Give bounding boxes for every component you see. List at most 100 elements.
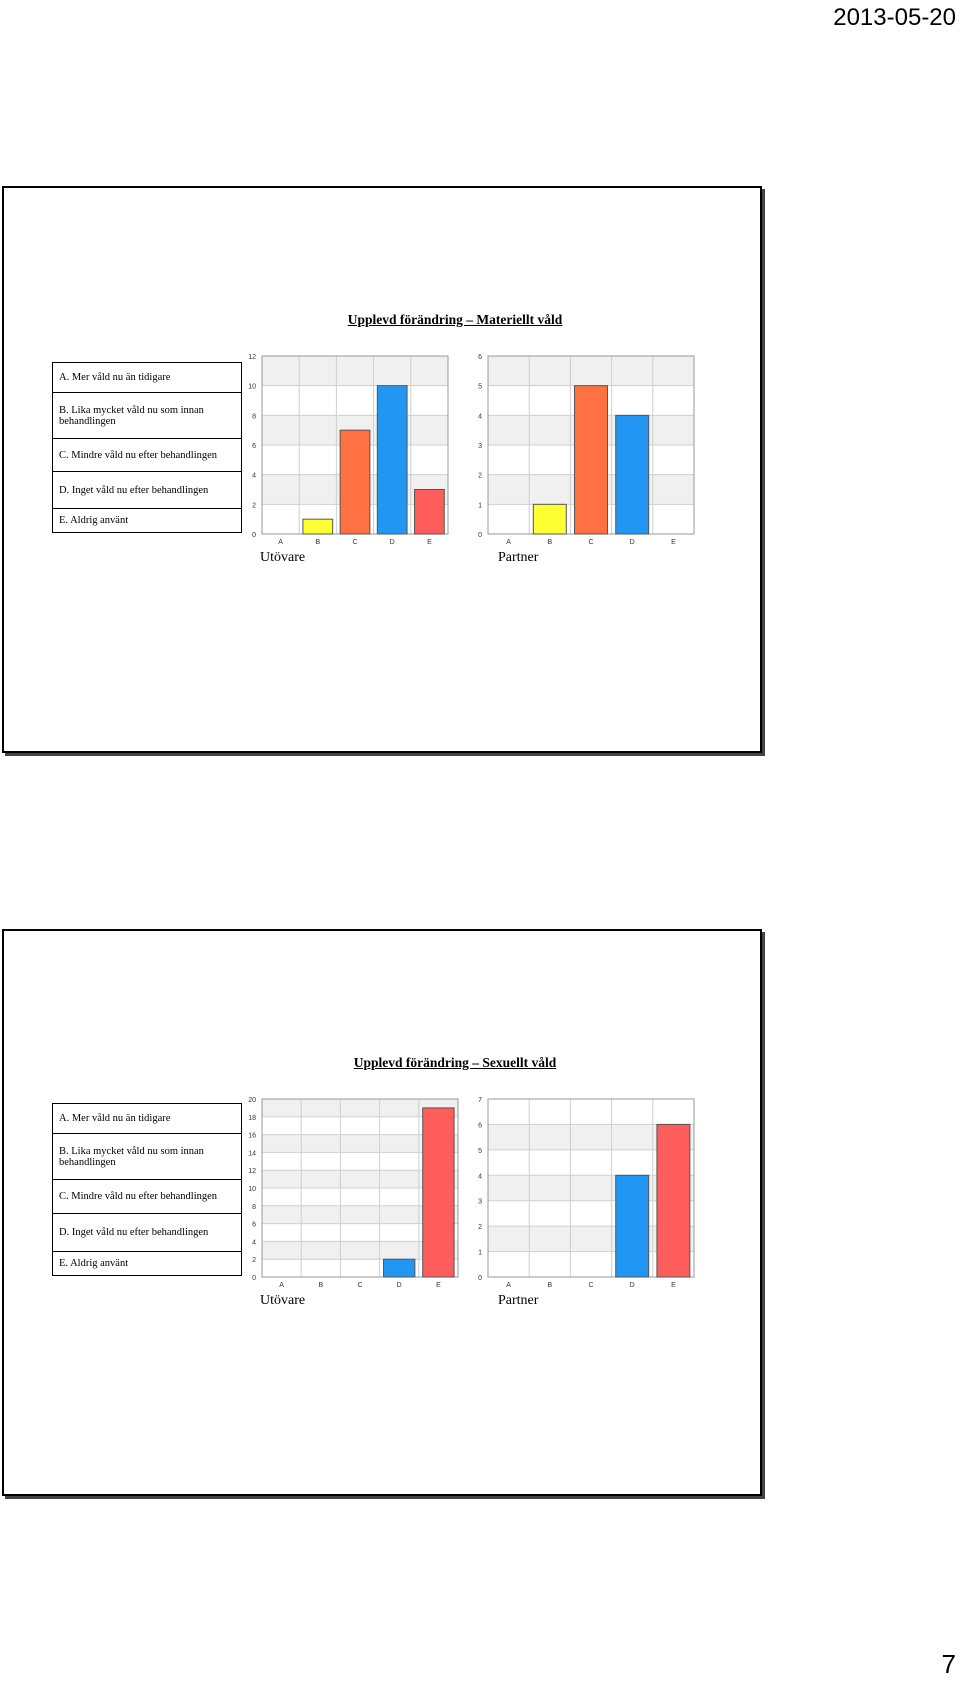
slide-title: Upplevd förändring – Materiellt våld [347, 312, 563, 327]
x-tick-label: B [315, 539, 320, 546]
x-tick-label: C [588, 539, 593, 546]
legend-item-d: D. Inget våld nu efter behandlingen [52, 471, 242, 509]
y-tick-label: 6 [478, 354, 482, 361]
y-tick-label: 8 [252, 1204, 256, 1211]
y-tick-label: 3 [478, 1199, 482, 1206]
y-tick-label: 12 [248, 1168, 256, 1175]
x-tick-label: D [390, 539, 395, 546]
slide-title: Upplevd förändring – Sexuellt våld [353, 1055, 557, 1070]
x-tick-label: E [436, 1282, 441, 1289]
y-tick-label: 2 [478, 1224, 482, 1231]
grid-band [262, 1099, 458, 1117]
y-tick-label: 3 [478, 443, 482, 450]
x-tick-label: A [278, 539, 283, 546]
bar-e [422, 1107, 455, 1278]
grid-band [262, 1223, 458, 1242]
bar-d [615, 1174, 650, 1278]
bar-d [376, 385, 408, 535]
x-tick-label: C [588, 1282, 593, 1289]
legend-item-d: D. Inget våld nu efter behandlingen [52, 1213, 242, 1252]
caption-utovare: Utövare [260, 550, 306, 565]
y-tick-label: 6 [252, 443, 256, 450]
y-tick-label: 4 [252, 1239, 256, 1246]
y-tick-label: 0 [478, 532, 482, 539]
y-tick-label: 5 [478, 1148, 482, 1155]
grid-band [262, 1116, 458, 1135]
x-tick-label: B [318, 1282, 323, 1289]
x-tick-label: D [630, 1282, 635, 1289]
grid-band [488, 1099, 694, 1125]
legend-item-b: B. Lika mycket våld nu som innan behandl… [52, 1133, 242, 1180]
grid-band [262, 1241, 458, 1260]
x-tick-label: E [671, 539, 676, 546]
grid-band [262, 1134, 458, 1153]
bar-c [574, 385, 608, 535]
y-tick-label: 10 [248, 384, 256, 391]
legend-item-c: C. Mindre våld nu efter behandlingen [52, 1179, 242, 1214]
slide-materiellt: Upplevd förändring – Materiellt våld A. … [2, 186, 762, 753]
y-tick-label: 2 [252, 1257, 256, 1264]
bar-chart-utovare: 0 2 4 6 8 10 12 14 16 18 20 A B C D E [248, 1097, 459, 1289]
y-tick-label: 14 [248, 1150, 256, 1157]
grid-band [488, 356, 694, 386]
y-tick-label: 6 [252, 1222, 256, 1229]
legend-item-a: A. Mer våld nu än tidigare [52, 1103, 242, 1134]
bar-e [414, 489, 445, 535]
bar-chart-partner: 0 1 2 3 4 5 6 A B C D E [478, 354, 695, 546]
x-tick-label: C [352, 539, 357, 546]
y-tick-label: 12 [248, 354, 256, 361]
grid-band [262, 1170, 458, 1188]
caption-utovare: Utövare [260, 1293, 306, 1308]
x-tick-label: A [506, 1282, 511, 1289]
y-tick-label: 7 [478, 1097, 482, 1104]
bar-chart-partner: 0 1 2 3 4 5 6 7 A B C D E [478, 1097, 695, 1289]
y-tick-label: 0 [252, 1275, 256, 1282]
y-tick-label: 4 [252, 473, 256, 480]
y-tick-label: 5 [478, 384, 482, 391]
y-tick-label: 18 [248, 1115, 256, 1122]
bar-d [383, 1258, 416, 1278]
plot-frame [487, 1098, 695, 1278]
y-tick-label: 4 [478, 1173, 482, 1180]
x-tick-label: E [427, 539, 432, 546]
page-number: 7 [941, 1649, 956, 1679]
x-tick-label: D [397, 1282, 402, 1289]
bar-c [339, 429, 371, 535]
y-tick-label: 8 [252, 413, 256, 420]
grid-band [262, 385, 448, 416]
x-tick-label: B [547, 539, 552, 546]
y-tick-label: 1 [478, 1250, 482, 1257]
legend-item-b: B. Lika mycket våld nu som innan behandl… [52, 392, 242, 439]
grid-band [262, 1188, 458, 1206]
caption-partner: Partner [498, 550, 539, 565]
legend-item-e: E. Aldrig använt [52, 508, 242, 533]
y-tick-label: 10 [248, 1186, 256, 1193]
slide-sexuellt: Upplevd förändring – Sexuellt våld A. Me… [2, 929, 762, 1496]
legend-item-c: C. Mindre våld nu efter behandlingen [52, 438, 242, 472]
x-tick-label: C [357, 1282, 362, 1289]
legend-item-a: A. Mer våld nu än tidigare [52, 362, 242, 393]
y-tick-label: 2 [478, 473, 482, 480]
y-tick-label: 16 [248, 1133, 256, 1140]
bar-d [615, 414, 650, 535]
bar-b [532, 503, 567, 535]
y-tick-label: 0 [478, 1275, 482, 1282]
bar-chart-utovare: 0 2 4 6 8 10 12 A B C D E [248, 354, 449, 546]
legend-table: A. Mer våld nu än tidigare B. Lika mycke… [52, 362, 242, 533]
y-tick-label: 4 [478, 413, 482, 420]
grid-band [262, 1152, 458, 1171]
grid-band [262, 356, 448, 386]
bar-b [302, 518, 334, 535]
y-tick-label: 0 [252, 532, 256, 539]
x-tick-label: A [506, 539, 511, 546]
y-tick-label: 2 [252, 502, 256, 509]
x-tick-label: D [630, 539, 635, 546]
bar-e [656, 1123, 691, 1278]
caption-partner: Partner [498, 1293, 539, 1308]
y-tick-label: 6 [478, 1122, 482, 1129]
y-tick-label: 1 [478, 502, 482, 509]
legend-item-e: E. Aldrig använt [52, 1251, 242, 1276]
header-date: 2013-05-20 [833, 4, 956, 31]
y-tick-label: 20 [248, 1097, 256, 1104]
x-tick-label: E [671, 1282, 676, 1289]
